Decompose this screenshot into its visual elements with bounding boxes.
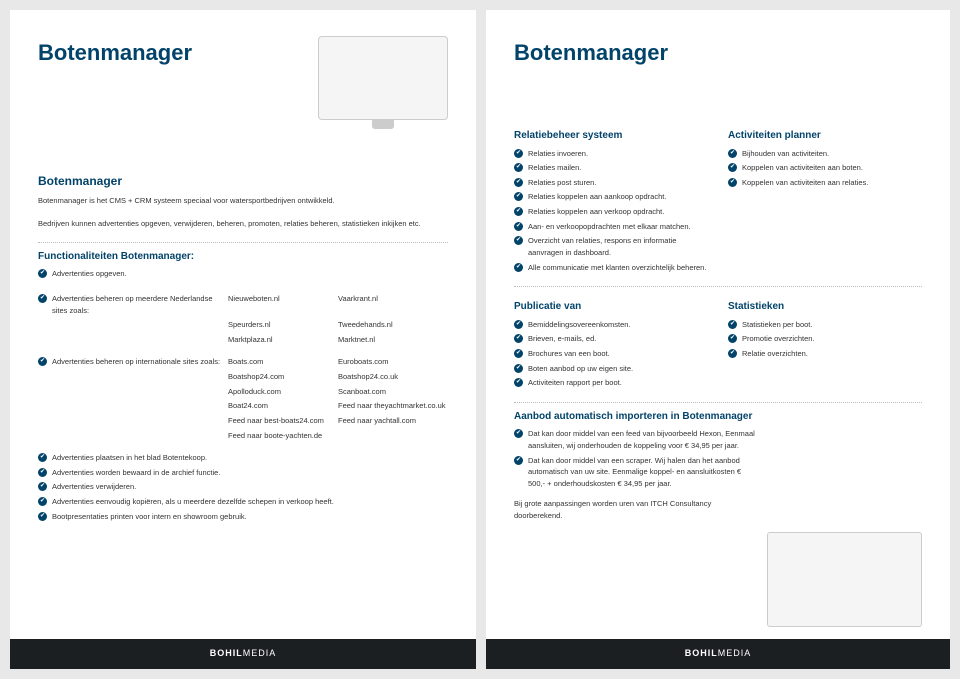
page-left: Botenmanager Botenmanager Botenmanager i… <box>10 10 476 669</box>
site-cell: Feed naar boote-yachten.de <box>228 430 338 442</box>
site-cell: Euroboats.com <box>338 356 448 368</box>
site-cell: Nieuweboten.nl <box>228 293 338 305</box>
list-item: Overzicht van relaties, respons en infor… <box>514 235 708 258</box>
list-item: Bemiddelingsovereenkomsten. <box>514 319 708 331</box>
site-cell: Boatshop24.co.uk <box>338 371 448 383</box>
site-cell: Tweedehands.nl <box>338 319 448 331</box>
stat-heading: Statistieken <box>728 299 922 315</box>
divider <box>38 242 448 243</box>
list-item: Brieven, e-mails, ed. <box>514 333 708 345</box>
rel-heading: Relatiebeheer systeem <box>514 128 708 144</box>
list-item: Relatie overzichten. <box>728 348 922 360</box>
list-item: Brochures van een boot. <box>514 348 708 360</box>
site-cell: Boat24.com <box>228 400 338 412</box>
list-item: Statistieken per boot. <box>728 319 922 331</box>
site-cell: Speurders.nl <box>228 319 338 331</box>
list-item: Dat kan door middel van een feed van bij… <box>514 428 759 451</box>
divider <box>514 402 922 403</box>
site-cell: Boats.com <box>228 356 338 368</box>
list-item: Advertenties verwijderen. <box>38 481 448 493</box>
list-item: Dat kan door middel van een scraper. Wij… <box>514 455 759 490</box>
list-item: Advertenties worden bewaard in de archie… <box>38 467 448 479</box>
page-title: Botenmanager <box>38 36 192 70</box>
site-cell: Marktplaza.nl <box>228 334 338 346</box>
list-item: Promotie overzichten. <box>728 333 922 345</box>
page-right: Botenmanager Relatiebeheer systeem Relat… <box>486 10 950 669</box>
stat-list: Statistieken per boot. Promotie overzicht… <box>728 319 922 360</box>
list-item: Koppelen van activiteiten aan boten. <box>728 162 922 174</box>
list-item: Advertenties beheren op internationale s… <box>38 356 228 368</box>
site-cell: Scanboat.com <box>338 386 448 398</box>
act-heading: Activiteiten planner <box>728 128 922 144</box>
list-item: Bootpresentaties printen voor intern en … <box>38 511 448 523</box>
list-item: Advertenties eenvoudig kopiëren, als u m… <box>38 496 448 508</box>
site-cell: Boatshop24.com <box>228 371 338 383</box>
list-item: Advertenties opgeven. <box>38 268 448 280</box>
page-title: Botenmanager <box>514 36 922 70</box>
list-item: Relaties koppelen aan aankoop opdracht. <box>514 191 708 203</box>
screenshot-mock-laptop <box>767 532 922 627</box>
site-cell: Vaarkrant.nl <box>338 293 448 305</box>
site-cell: Apolloduck.com <box>228 386 338 398</box>
tail-list: Advertenties plaatsen in het blad Botent… <box>38 452 448 522</box>
list-item: Aan- en verkoopopdrachten met elkaar mat… <box>514 221 708 233</box>
list-item: Koppelen van activiteiten aan relaties. <box>728 177 922 189</box>
func-heading: Functionaliteiten Botenmanager: <box>38 249 448 265</box>
rel-list: Relaties invoeren. Relaties mailen. Relati… <box>514 148 708 274</box>
aanbod-list: Dat kan door middel van een feed van bij… <box>514 428 759 489</box>
list-item: Boten aanbod op uw eigen site. <box>514 363 708 375</box>
intro-p2: Bedrijven kunnen advertenties opgeven, v… <box>38 218 448 230</box>
list-item: Advertenties plaatsen in het blad Botent… <box>38 452 448 464</box>
nl-sites-block: Advertenties beheren op meerdere Nederla… <box>38 293 448 346</box>
page-footer: BOHILMEDIA <box>10 639 476 669</box>
intro-heading: Botenmanager <box>38 172 448 191</box>
site-cell: Marktnet.nl <box>338 334 448 346</box>
list-item: Advertenties beheren op meerdere Nederla… <box>38 293 228 316</box>
divider <box>514 286 922 287</box>
site-cell: Feed naar yachtall.com <box>338 415 448 427</box>
page-footer: BOHILMEDIA <box>486 639 950 669</box>
list-item: Relaties post sturen. <box>514 177 708 189</box>
site-cell: Feed naar theyachtmarket.co.uk <box>338 400 448 412</box>
aanbod-heading: Aanbod automatisch importeren in Botenma… <box>514 409 922 425</box>
list-item: Alle communicatie met klanten overzichte… <box>514 262 708 274</box>
list-item: Relaties koppelen aan verkoop opdracht. <box>514 206 708 218</box>
list-item: Relaties mailen. <box>514 162 708 174</box>
aanbod-note: Bij grote aanpassingen worden uren van I… <box>514 498 759 521</box>
list-item: Activiteiten rapport per boot. <box>514 377 708 389</box>
list-item: Bijhouden van activiteiten. <box>728 148 922 160</box>
pub-list: Bemiddelingsovereenkomsten. Brieven, e-ma… <box>514 319 708 389</box>
act-list: Bijhouden van activiteiten. Koppelen van … <box>728 148 922 189</box>
screenshot-mock-imac <box>318 36 448 120</box>
list-item: Relaties invoeren. <box>514 148 708 160</box>
site-cell: Feed naar best-boats24.com <box>228 415 338 427</box>
pub-heading: Publicatie van <box>514 299 708 315</box>
intl-sites-block: Advertenties beheren op internationale s… <box>38 356 448 441</box>
intro-p1: Botenmanager is het CMS + CRM systeem sp… <box>38 195 448 207</box>
